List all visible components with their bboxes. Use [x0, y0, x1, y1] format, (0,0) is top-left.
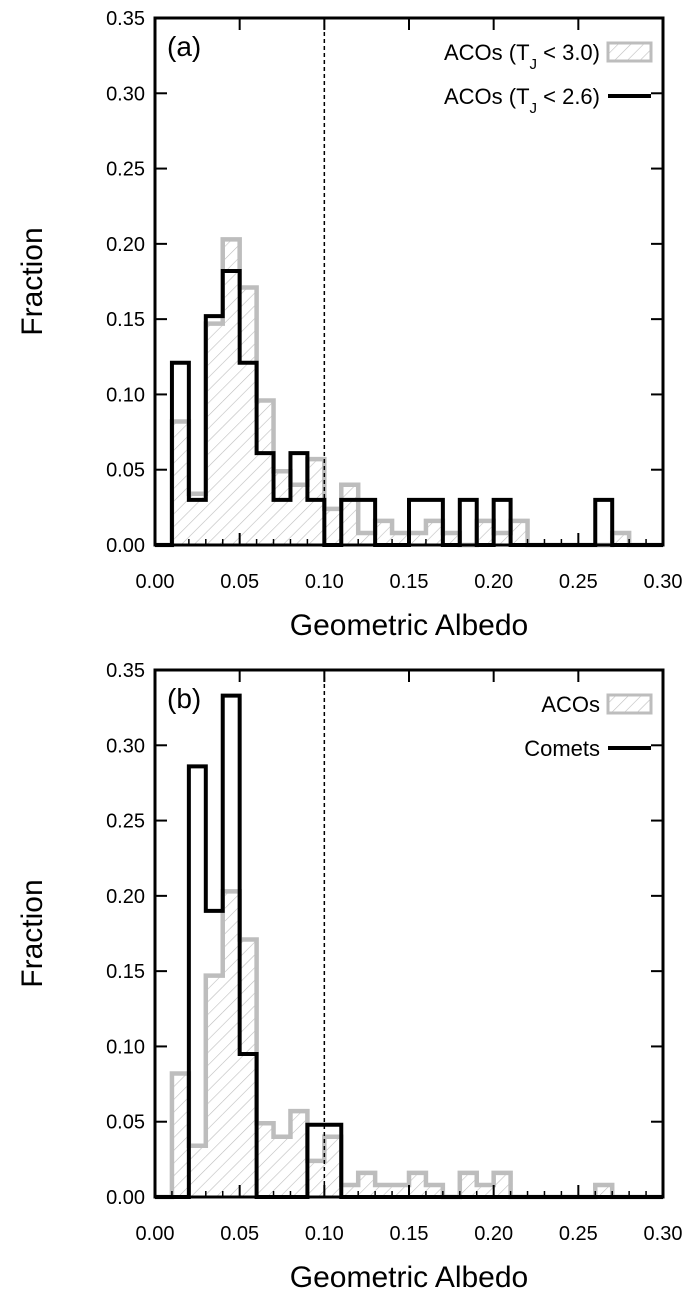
y-tick-label: 0.30 [106, 735, 145, 757]
x-tick-label: 0.05 [220, 1223, 259, 1245]
y-tick-label: 0.15 [106, 961, 145, 983]
bar [409, 1172, 426, 1197]
x-axis-title: Geometric Albedo [290, 1261, 528, 1294]
bar [459, 1172, 477, 1197]
series-hatched [155, 889, 663, 1200]
bar [358, 532, 376, 545]
bar [341, 484, 359, 545]
bar [188, 493, 206, 545]
x-tick-label: 0.30 [644, 571, 683, 593]
y-tick-label: 0.20 [106, 234, 145, 256]
legend-entry: Comets [524, 736, 600, 761]
y-tick-label: 0.05 [106, 460, 145, 482]
y-tick-label: 0.25 [106, 159, 145, 181]
y-axis-title: Fraction [16, 227, 49, 335]
bar [222, 239, 240, 545]
x-tick-label: 0.25 [559, 1223, 598, 1245]
x-tick-label: 0.10 [305, 571, 344, 593]
panel-b: 0.00 0.05 0.10 0.15 0.20 0.25 0.30 0.00 0.05 0.10… [16, 660, 682, 1294]
bar [290, 1111, 308, 1197]
x-tick-label: 0.15 [390, 571, 429, 593]
bar [476, 1184, 494, 1197]
bar [205, 975, 223, 1197]
x-tick-label: 0.05 [220, 571, 259, 593]
bar [222, 891, 240, 1197]
legend-swatch-hatched [606, 41, 653, 63]
bar [273, 471, 291, 545]
bar [375, 520, 393, 545]
y-tick-label: 0.15 [106, 309, 145, 331]
x-tick-label: 0.10 [305, 1223, 344, 1245]
x-axis-title: Geometric Albedo [290, 609, 528, 642]
bar [341, 1184, 359, 1197]
x-tick-label: 0.20 [474, 1223, 513, 1245]
y-tick-label: 0.35 [106, 660, 145, 682]
bar [239, 287, 257, 545]
y-tick-label: 0.10 [106, 384, 145, 406]
bar [476, 520, 494, 545]
legend-main: Comets [524, 736, 600, 761]
panel-label: (a) [167, 31, 201, 62]
bar [273, 1136, 291, 1197]
bar [392, 532, 409, 545]
bar [425, 520, 443, 545]
bar [256, 400, 274, 545]
bar [612, 532, 630, 545]
panel-label: (b) [167, 683, 201, 714]
y-tick-label: 0.05 [106, 1112, 145, 1134]
y-tick-label: 0.20 [106, 886, 145, 908]
bar [392, 1184, 409, 1197]
bar [324, 508, 342, 545]
legend-sub: J [530, 56, 538, 73]
legend-sub: J [530, 100, 538, 117]
bar [358, 1172, 376, 1197]
bar [205, 323, 223, 545]
bar [188, 1145, 206, 1197]
x-tick-label: 0.15 [390, 1223, 429, 1245]
y-tick-label: 0.25 [106, 811, 145, 833]
legend-entry: ACOs (TJ < 2.6) [444, 84, 600, 117]
bar [409, 532, 426, 545]
legend-main: ACOs [541, 692, 600, 717]
bar [324, 1136, 342, 1197]
bar [442, 532, 460, 545]
y-tick-label: 0.10 [106, 1036, 145, 1058]
y-tick-label: 0.00 [106, 535, 145, 557]
y-tick-label: 0.35 [106, 8, 145, 30]
bar [239, 939, 257, 1197]
bar [425, 1184, 443, 1197]
legend-entry: ACOs (TJ < 3.0) [444, 40, 600, 73]
bar [307, 1160, 325, 1197]
bar [171, 1073, 189, 1197]
bar [307, 459, 325, 545]
bar [595, 1184, 613, 1197]
legend-tail: < 2.6) [537, 84, 600, 109]
x-tick-label: 0.25 [559, 571, 598, 593]
x-tick-label: 0.00 [136, 1223, 175, 1245]
bar [493, 532, 511, 545]
bar [375, 1184, 393, 1197]
bar [256, 1123, 274, 1197]
legend-tail: < 3.0) [537, 40, 600, 65]
legend-entry: ACOs [541, 692, 600, 717]
x-tick-label: 0.00 [136, 571, 175, 593]
legend-swatch-hatched [606, 693, 653, 715]
bar [493, 1172, 511, 1197]
y-tick-label: 0.00 [106, 1187, 145, 1209]
x-tick-label: 0.20 [474, 571, 513, 593]
legend-main: ACOs (T [444, 40, 530, 65]
y-axis-title: Fraction [16, 879, 49, 987]
legend-main: ACOs (T [444, 84, 530, 109]
bar [171, 421, 189, 545]
x-tick-label: 0.30 [644, 1223, 683, 1245]
y-tick-label: 0.30 [106, 83, 145, 105]
bar [510, 520, 528, 545]
bar [290, 484, 308, 545]
panel-a: 0.00 0.05 0.10 0.15 0.20 0.25 0.30 0.00 0.05 0.10… [16, 8, 682, 642]
